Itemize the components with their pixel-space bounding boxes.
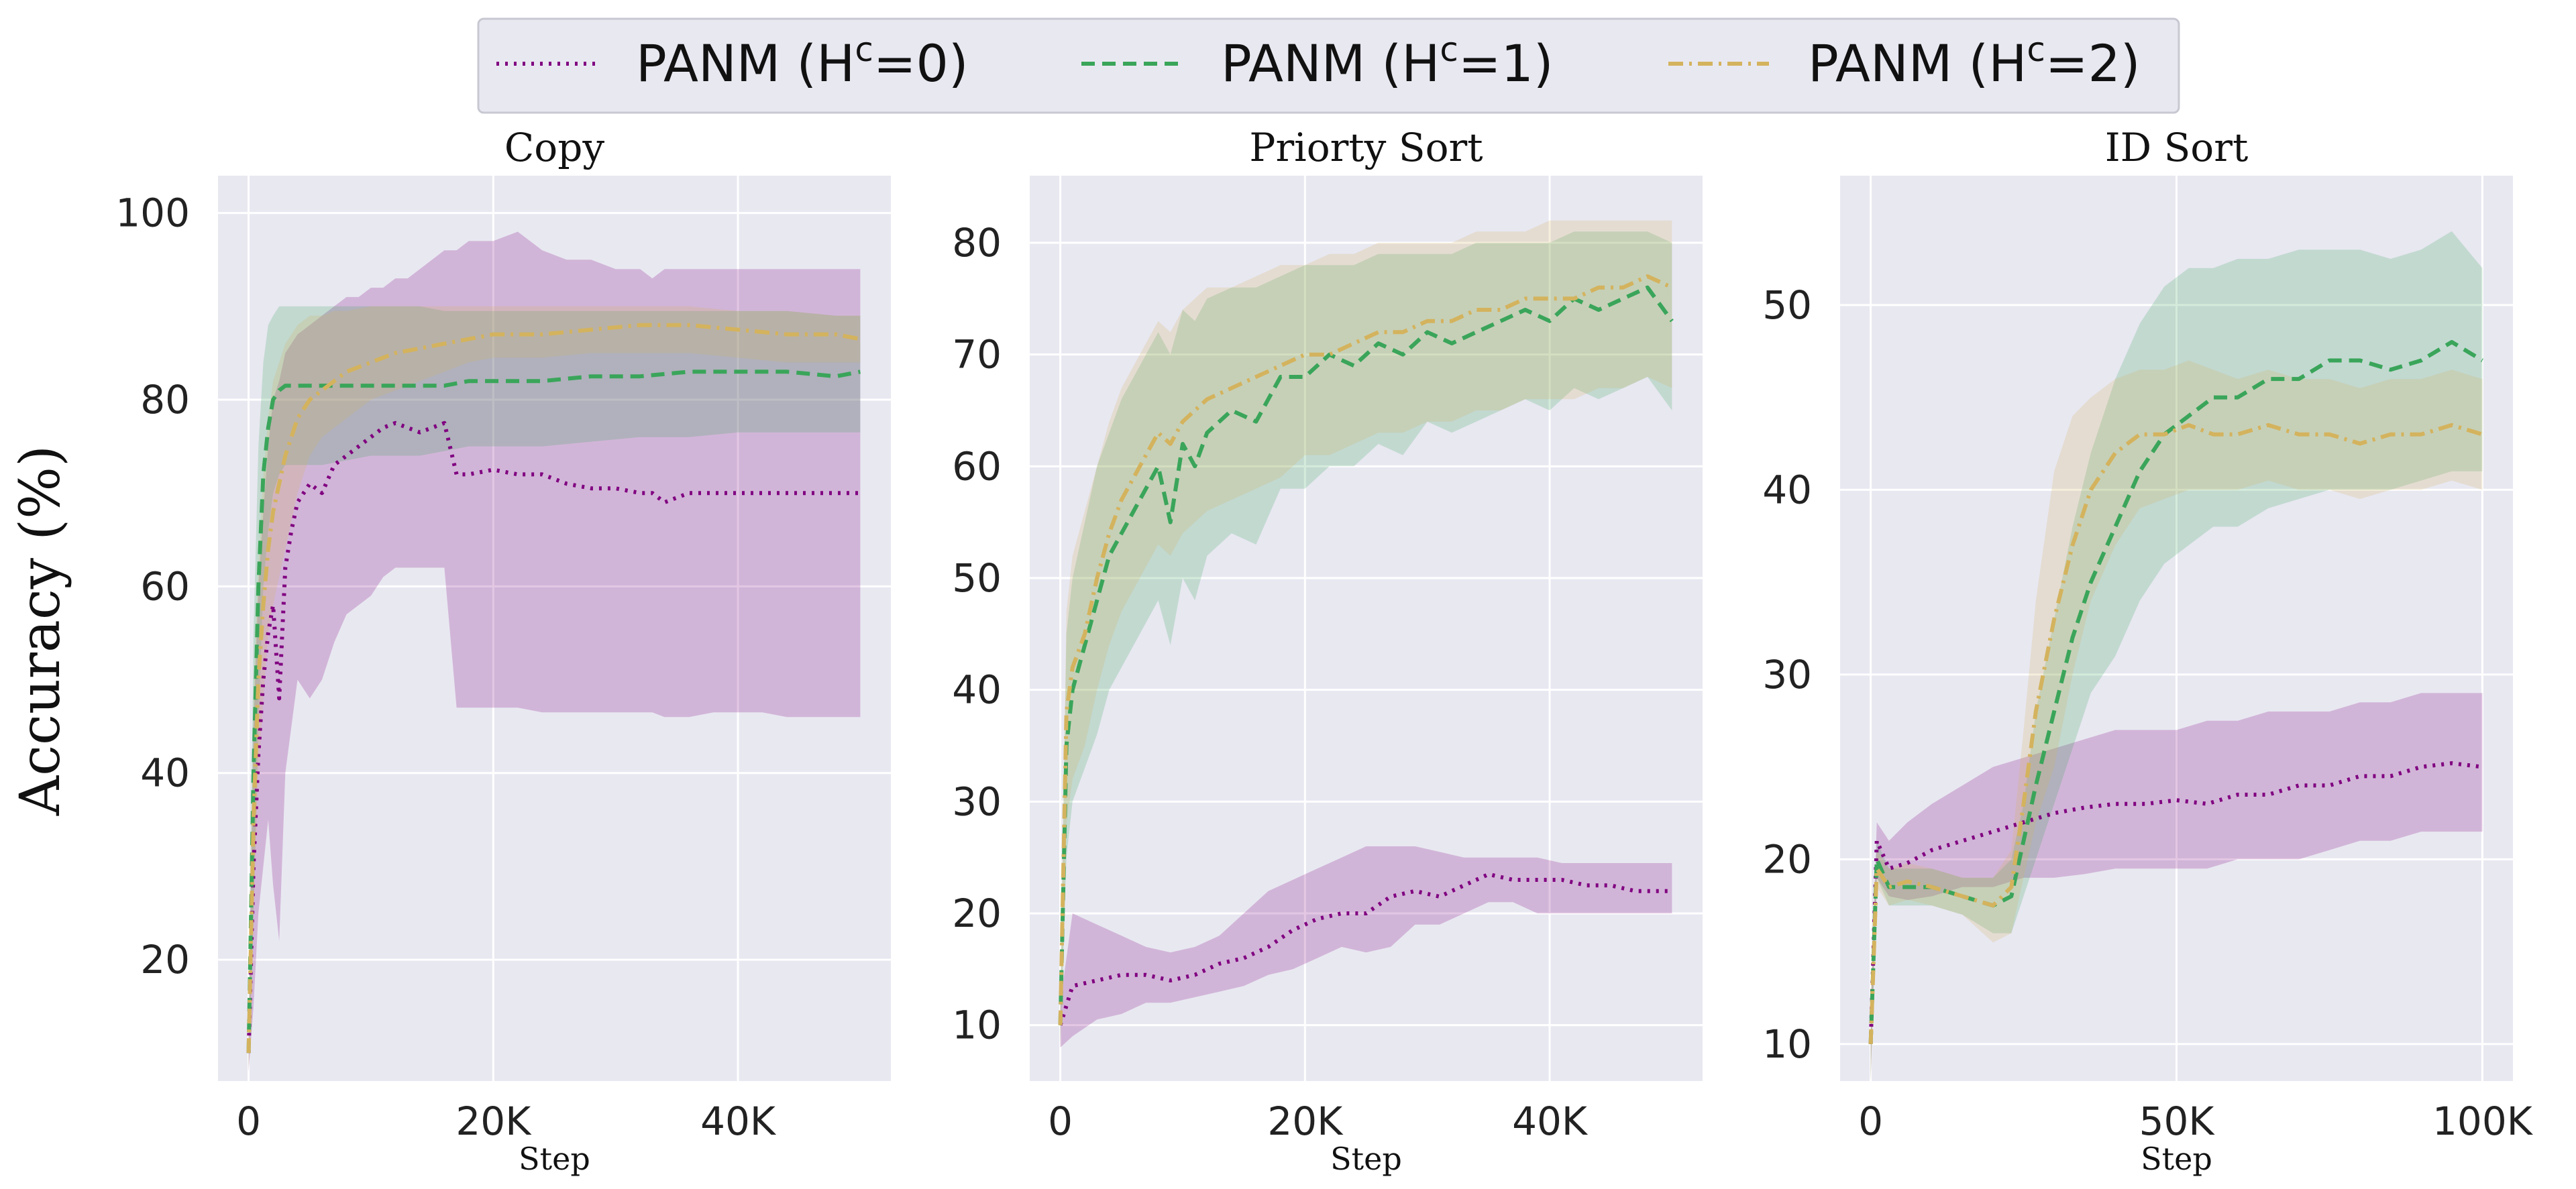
x-tick-label: 20K [455,1098,532,1144]
y-tick-label: 10 [952,1003,1002,1048]
x-tick-label: 20K [1267,1098,1344,1144]
y-tick-label: 30 [1762,652,1812,697]
y-tick-label: 40 [952,667,1002,713]
x-axis-label: Step [519,1141,590,1177]
y-tick-label: 20 [1762,836,1812,882]
series-line-1 [1058,285,1674,1025]
x-tick-label: 50K [2139,1098,2216,1144]
legend-label: PANM (Hc=2) [1808,30,2141,93]
confidence-band-1 [1060,231,1672,1048]
confidence-band-0 [248,231,861,1072]
y-tick-label: 100 [115,190,190,236]
panel-1: Priorty Sort 10 20 30 40 50 60 70 80 0 20K 40K Step [952,125,1703,1177]
series-line-0 [1058,872,1672,1026]
series-line-1 [246,370,861,1054]
series-line-0 [246,420,861,1054]
series-line-2 [1058,274,1673,1025]
y-tick-label: 80 [952,220,1002,266]
legend-entry-0: PANM (Hc=0) [496,30,969,93]
y-tick-label: 30 [952,779,1002,824]
legend-entry-1: PANM (Hc=1) [1081,30,1554,93]
y-axis-label: Accuracy (%) [9,445,72,816]
plot-area [246,231,861,1072]
chart-title: ID Sort [2105,125,2249,170]
x-tick-label: 0 [1048,1098,1073,1144]
confidence-band-2 [248,306,861,1072]
confidence-band-0 [1060,846,1672,1048]
confidence-band-1 [248,306,861,1072]
panel-2: ID Sort 10 20 30 40 50 0 50K 100K Step [1762,125,2534,1177]
y-tick-label: 10 [1762,1021,1812,1067]
confidence-band-1 [1870,231,2483,1081]
x-axis-label: Step [2141,1141,2212,1177]
legend-box [477,17,2180,114]
y-tick-label: 80 [140,377,190,422]
y-tick-label: 20 [140,937,190,982]
chart-title: Copy [504,125,604,170]
y-tick-label: 70 [952,332,1002,378]
legend-label: PANM (Hc=1) [1221,30,1554,93]
x-axis-label: Step [1330,1141,1402,1177]
y-tick-label: 40 [1762,467,1812,512]
chart-title: Priorty Sort [1249,125,1483,170]
series-line-1 [1868,340,2483,1044]
y-tick-label: 40 [140,750,190,796]
series-line-2 [246,323,861,1054]
x-tick-label: 100K [2432,1098,2534,1144]
plot-area [1058,220,1674,1048]
x-tick-label: 40K [700,1098,777,1144]
x-tick-label: 40K [1512,1098,1589,1144]
y-tick-label: 20 [952,891,1002,936]
plot-background [218,176,891,1081]
y-tick-label: 60 [952,443,1002,489]
plot-background [1030,176,1703,1081]
x-tick-label: 0 [236,1098,261,1144]
y-tick-label: 60 [140,563,190,609]
plot-area [1868,231,2483,1081]
panel-0: Copy 20 40 60 80 100 0 20K 40K Step [115,125,891,1177]
y-tick-label: 50 [952,555,1002,601]
x-tick-label: 0 [1858,1098,1883,1144]
legend-entry-2: PANM (Hc=2) [1668,30,2141,93]
series-line-0 [1868,761,2483,1044]
confidence-band-0 [1870,693,2483,1081]
legend: PANM (Hc=0) PANM (Hc=1) PANM (Hc=2) [477,17,2180,114]
y-tick-label: 50 [1762,282,1812,328]
legend-label: PANM (Hc=0) [636,30,969,93]
